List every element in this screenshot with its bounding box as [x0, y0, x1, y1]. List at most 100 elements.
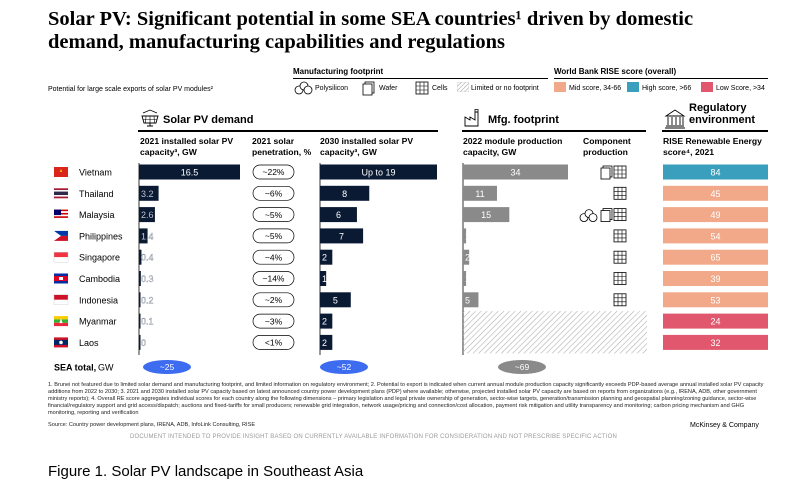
legend-high: High score, >66 — [642, 85, 692, 92]
pill-penetration-thailand — [252, 185, 295, 201]
country-label-vietnam: Vietnam — [79, 168, 112, 178]
wafer-icon — [600, 167, 611, 180]
label-penetration-vietnam: ~22% — [263, 167, 285, 177]
cells-icon — [613, 272, 627, 285]
label-installed-2030-vietnam: Up to 19 — [361, 168, 395, 178]
rise-cell-vietnam — [663, 164, 768, 180]
country-label-singapore: Singapore — [79, 253, 120, 263]
factory-icon — [464, 109, 479, 127]
solar-chart: Vietnam 16.5 ~22% Up to 19 34 84 Thailand 3.2 ~6… — [53, 163, 768, 374]
source-note: Source: Country power development plans,… — [48, 422, 256, 428]
col-components: Component production — [583, 136, 631, 157]
label-installed-2021-myanmar: 0.1 — [141, 317, 154, 327]
rise-cell-singapore — [663, 249, 768, 265]
brand-logo: McKinsey & Company — [690, 422, 759, 429]
rise-label-myanmar: 24 — [710, 317, 720, 327]
total-oval-2030 — [320, 360, 368, 374]
label-installed-2030-philippines: 7 — [339, 231, 344, 241]
pill-penetration-laos — [252, 335, 295, 350]
wafer-icon — [362, 81, 375, 96]
bar-installed-2021-vietnam — [139, 164, 240, 180]
flag-malaysia-part — [54, 214, 68, 217]
flag-malaysia-canton — [54, 209, 61, 216]
label-installed-2021-vietnam: 16.5 — [181, 168, 199, 178]
country-label-indonesia: Indonesia — [79, 295, 118, 305]
bar-module-2022-vietnam — [463, 164, 568, 180]
rise-cell-philippines — [663, 228, 768, 244]
section-solar: Solar PV demand — [163, 114, 254, 126]
bar-installed-2030-cambodia — [320, 271, 327, 286]
rise-cell-cambodia — [663, 271, 768, 286]
flag-laos-disc — [59, 340, 63, 345]
label-installed-2021-singapore: 0.4 — [141, 253, 154, 263]
section-reg-rule — [662, 130, 768, 132]
country-label-laos: Laos — [79, 338, 99, 348]
label-module-2022-cambodia: 1 — [465, 274, 470, 284]
pill-penetration-vietnam — [252, 164, 295, 180]
bar-installed-2021-laos — [139, 334, 141, 350]
flag-thailand-part — [54, 191, 68, 195]
cells-icon — [613, 208, 627, 222]
bar-installed-2021-singapore — [139, 249, 142, 265]
polysilicon-icon — [588, 213, 598, 223]
rise-cell-myanmar — [663, 313, 768, 329]
pill-penetration-philippines — [252, 228, 295, 244]
bar-installed-2021-indonesia — [139, 292, 141, 308]
bar-module-2022-cambodia — [463, 271, 467, 286]
bar-installed-2030-laos — [320, 334, 333, 350]
rise-legend-rule — [554, 78, 768, 79]
rise-label-singapore: 65 — [710, 253, 720, 263]
label-installed-2030-malaysia: 6 — [336, 210, 341, 220]
disclaimer: DOCUMENT INTENDED TO PROVIDE INSIGHT BAS… — [130, 434, 617, 440]
solar-panel-icon — [141, 109, 159, 127]
legend-high-swatch — [627, 82, 639, 92]
label-module-2022-malaysia: 15 — [481, 210, 491, 220]
bar-installed-2021-thailand — [139, 185, 159, 201]
pill-penetration-cambodia — [252, 271, 295, 286]
label-penetration-laos: <1% — [265, 338, 283, 348]
flag-malaysia-part — [54, 217, 68, 220]
legend-mid: Mid score, 34-66 — [569, 85, 622, 92]
col-module-2022: 2022 module production capacity, GW — [463, 136, 563, 157]
bar-installed-2021-philippines — [139, 228, 148, 244]
total-module-2022: ~69 — [515, 362, 530, 372]
flag-myanmar-star — [59, 318, 63, 324]
country-label-malaysia: Malaysia — [79, 210, 115, 220]
rise-legend-title: World Bank RISE score (overall) — [554, 67, 677, 76]
figure-caption: Figure 1. Solar PV landscape in Southeas… — [48, 463, 364, 480]
cells-grid — [614, 272, 626, 285]
label-penetration-philippines: ~5% — [265, 231, 283, 241]
legend-polysilicon: Polysilicon — [315, 85, 349, 92]
col-penetration-2021: 2021 solar penetration, % — [252, 136, 312, 157]
legend-mid-swatch — [554, 82, 566, 92]
section-solar-rule — [138, 130, 438, 132]
cells-grid — [614, 208, 626, 221]
limited-footprint-swatch — [457, 82, 469, 92]
label-penetration-myanmar: ~3% — [265, 316, 283, 326]
bar-installed-2021-malaysia — [139, 207, 155, 223]
government-building-icon — [664, 109, 686, 129]
flag-philippines-triangle — [54, 230, 61, 241]
flag-myanmar-part — [54, 316, 68, 320]
pill-penetration-myanmar — [252, 313, 295, 329]
footnotes: 1. Brunei not featured due to limited so… — [48, 382, 764, 416]
rise-label-cambodia: 39 — [710, 274, 720, 284]
total-label: SEA total, — [54, 363, 96, 373]
cells-icon — [613, 293, 627, 307]
legend-low: Low Score, >34 — [716, 85, 765, 92]
flag-malaysia-part — [54, 216, 68, 218]
col-installed-2030: 2030 installed solar PV capacity³, GW — [320, 136, 414, 157]
flag-cambodia-temple — [59, 277, 63, 280]
flag-indonesia-border — [53, 294, 69, 305]
cells-grid — [614, 293, 626, 306]
country-label-thailand: Thailand — [79, 189, 114, 199]
rise-cell-indonesia — [663, 292, 768, 308]
legend-low-swatch — [701, 82, 713, 92]
label-installed-2021-thailand: 3.2 — [141, 189, 154, 199]
label-installed-2021-philippines: 1.4 — [141, 231, 154, 241]
cells-grid — [614, 229, 626, 242]
bar-installed-2030-malaysia — [320, 207, 357, 223]
label-module-2022-thailand: 11 — [475, 189, 484, 199]
pill-penetration-malaysia — [252, 207, 295, 222]
